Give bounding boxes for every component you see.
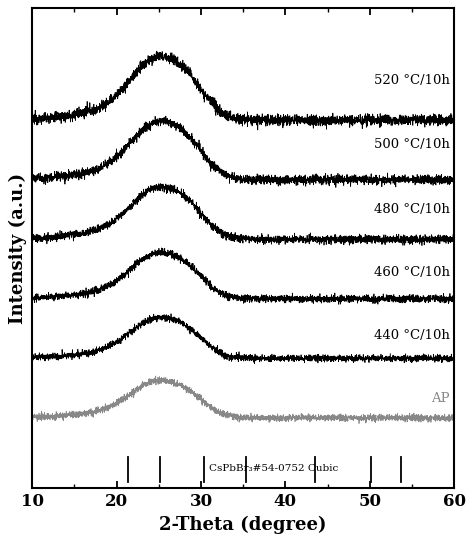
Text: 460 °C/10h: 460 °C/10h bbox=[374, 266, 450, 279]
Text: 440 °C/10h: 440 °C/10h bbox=[374, 329, 450, 342]
Text: AP: AP bbox=[431, 392, 450, 405]
Text: 500 °C/10h: 500 °C/10h bbox=[374, 138, 450, 151]
Text: 520 °C/10h: 520 °C/10h bbox=[374, 74, 450, 87]
Text: 480 °C/10h: 480 °C/10h bbox=[374, 203, 450, 216]
Y-axis label: Intensity (a.u.): Intensity (a.u.) bbox=[9, 172, 27, 324]
X-axis label: 2-Theta (degree): 2-Theta (degree) bbox=[159, 515, 327, 534]
Text: CsPbBr₃#54-0752 Cubic: CsPbBr₃#54-0752 Cubic bbox=[210, 464, 338, 473]
